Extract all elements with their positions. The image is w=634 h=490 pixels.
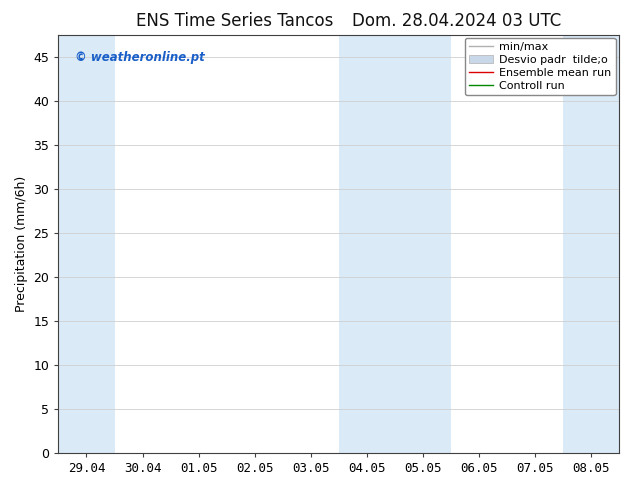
Bar [563,35,619,453]
Text: © weatheronline.pt: © weatheronline.pt [75,51,205,64]
Bar [339,35,451,453]
Legend: min/max, Desvio padr  tilde;o, Ensemble mean run, Controll run: min/max, Desvio padr tilde;o, Ensemble m… [465,38,616,95]
Text: Dom. 28.04.2024 03 UTC: Dom. 28.04.2024 03 UTC [352,12,561,30]
Bar [58,35,115,453]
Text: ENS Time Series Tancos: ENS Time Series Tancos [136,12,333,30]
Y-axis label: Precipitation (mm/6h): Precipitation (mm/6h) [15,175,28,312]
